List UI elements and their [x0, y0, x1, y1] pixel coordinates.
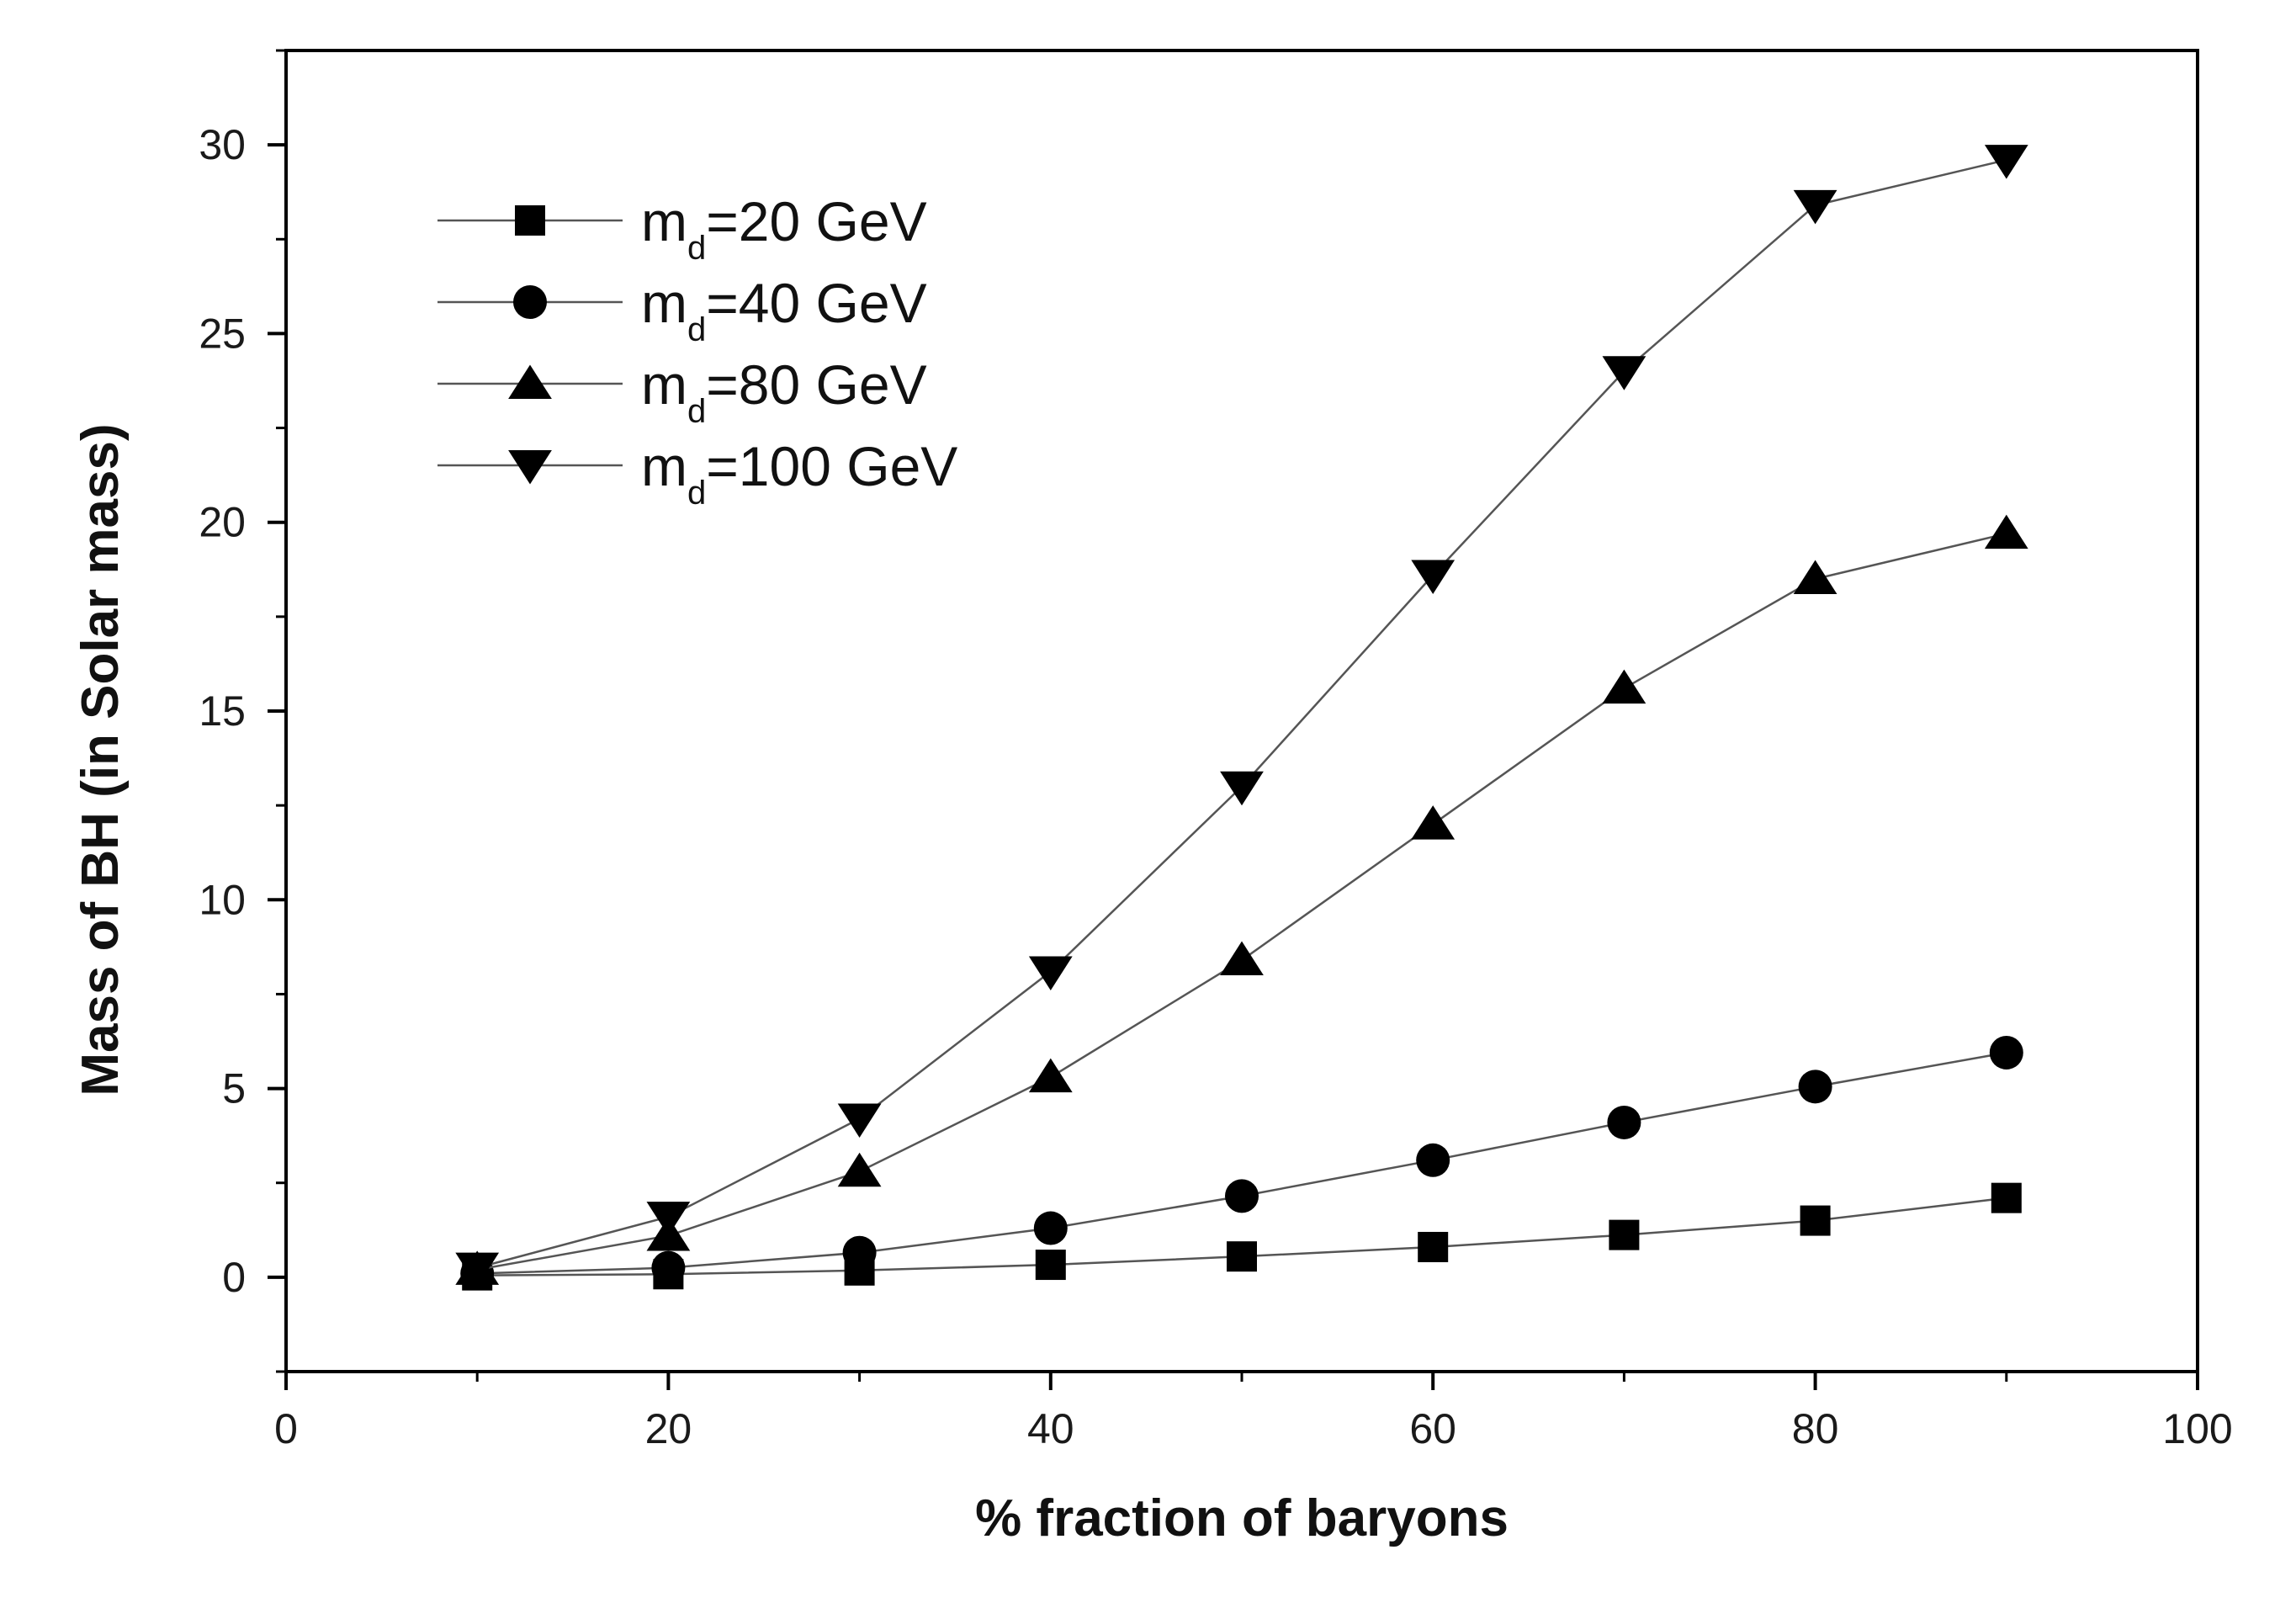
x-axis-ticks: 0 20 40 60 80 100 [274, 1372, 2233, 1452]
y-tick-label: 20 [199, 499, 246, 546]
y-tick-label: 0 [222, 1254, 246, 1301]
series-line [477, 1051, 2007, 1275]
series-layer [455, 145, 2028, 1291]
y-axis-title: Mass of BH (in Solar mass) [72, 423, 130, 1096]
data-point [455, 1252, 500, 1287]
data-point [837, 1103, 882, 1138]
y-tick-label: 30 [199, 121, 246, 168]
y-tick-label: 10 [199, 876, 246, 923]
legend-label: md=80 GeV [641, 353, 927, 430]
data-point [1793, 189, 1837, 225]
x-axis-title: % fraction of baryons [975, 1489, 1509, 1547]
data-point [1984, 145, 2028, 179]
legend-marker [508, 364, 552, 399]
data-point [1800, 1205, 1831, 1236]
y-axis-ticks: 0 5 10 15 20 25 30 [199, 49, 286, 1373]
legend-entry-4: md=100 GeV [437, 435, 957, 512]
series-line [476, 532, 2007, 1271]
data-point [1798, 1070, 1832, 1104]
data-point [1607, 1105, 1641, 1139]
data-point [1220, 941, 1264, 976]
data-point [1602, 356, 1646, 390]
data-point [651, 1250, 686, 1285]
data-point [1411, 805, 1456, 840]
data-point [1991, 1182, 2022, 1213]
data-point [1028, 1058, 1073, 1093]
x-tick-label: 60 [1409, 1405, 1456, 1452]
legend-entry-1: md=20 GeV [437, 190, 927, 267]
data-point [1984, 514, 2028, 549]
data-point [1989, 1035, 2023, 1070]
legend-label: md=100 GeV [641, 435, 957, 512]
data-point [842, 1235, 877, 1270]
data-point [1793, 560, 1837, 594]
data-point [1416, 1143, 1450, 1177]
data-point [1225, 1179, 1259, 1213]
legend-marker [515, 205, 545, 236]
x-tick-label: 80 [1792, 1405, 1839, 1452]
data-point [837, 1152, 882, 1187]
data-point [1227, 1241, 1257, 1272]
data-point [1220, 771, 1264, 806]
series-4 [455, 145, 2028, 1287]
data-point [1418, 1231, 1449, 1262]
x-tick-label: 40 [1027, 1405, 1074, 1452]
legend-entry-2: md=40 GeV [437, 272, 927, 348]
series-3 [455, 514, 2028, 1285]
legend-marker [508, 450, 552, 485]
y-tick-label: 25 [199, 310, 246, 357]
x-tick-label: 0 [274, 1405, 298, 1452]
data-point [1028, 956, 1073, 991]
x-tick-label: 20 [645, 1405, 692, 1452]
legend-label: md=40 GeV [641, 272, 927, 348]
x-tick-label: 100 [2162, 1405, 2232, 1452]
data-point [1035, 1250, 1066, 1281]
legend-entry-3: md=80 GeV [437, 353, 927, 430]
data-point [1411, 560, 1456, 595]
data-point [1602, 669, 1646, 704]
y-tick-label: 15 [199, 687, 246, 735]
data-point [1033, 1211, 1068, 1245]
plot-frame [284, 49, 2199, 1373]
axes [284, 49, 2199, 1373]
legend-label: md=20 GeV [641, 190, 927, 267]
data-point [1609, 1219, 1640, 1250]
legend-marker [513, 285, 547, 319]
data-point [646, 1202, 691, 1236]
y-tick-label: 5 [222, 1065, 246, 1112]
